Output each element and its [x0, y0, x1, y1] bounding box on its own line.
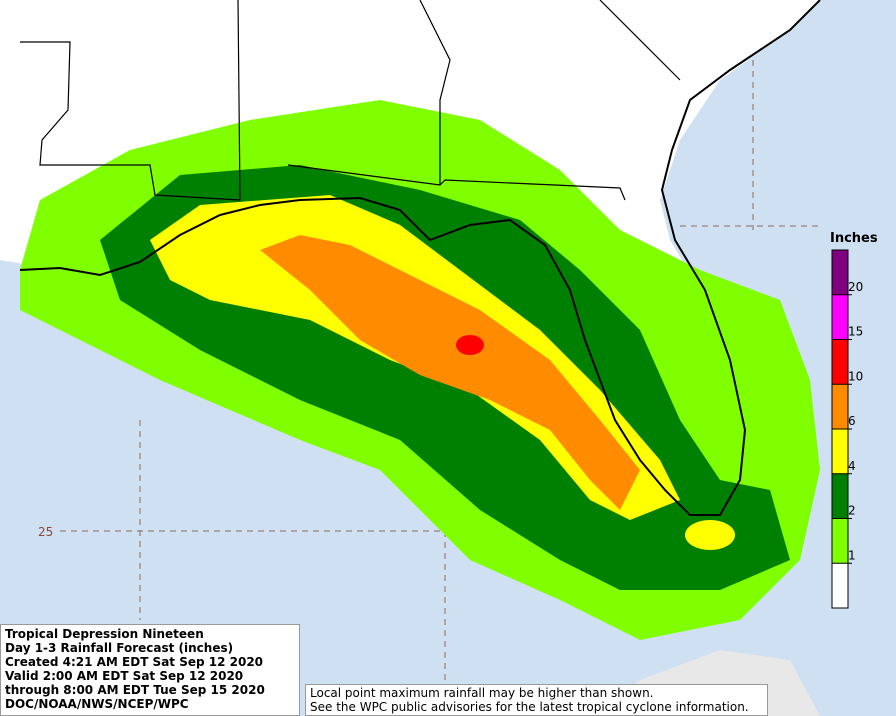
legend-label: 4	[848, 459, 856, 473]
note-line: See the WPC public advisories for the la…	[310, 700, 749, 714]
info-box: Tropical Depression Nineteen Day 1-3 Rain…	[0, 624, 300, 716]
legend-label: 1	[848, 548, 856, 562]
legend-swatch	[832, 563, 848, 608]
info-line: through 8:00 AM EDT Tue Sep 15 2020	[5, 683, 265, 697]
legend-title: Inches	[830, 231, 878, 246]
info-line: Tropical Depression Nineteen	[5, 627, 204, 641]
legend-swatch	[832, 429, 848, 474]
note-line: Local point maximum rainfall may be high…	[310, 686, 654, 700]
legend-swatch	[832, 250, 848, 295]
rain-6-10	[260, 235, 640, 510]
info-line: DOC/NOAA/NWS/NCEP/WPC	[5, 697, 189, 711]
legend-label: 20	[848, 280, 863, 294]
legend-label: 10	[848, 369, 863, 383]
legend-swatch	[832, 473, 848, 519]
boundaries	[19, 0, 821, 516]
note-box: Local point maximum rainfall may be high…	[305, 684, 768, 716]
lat-label: 25	[38, 525, 53, 539]
rain-10-15	[456, 335, 484, 355]
info-line: Valid 2:00 AM EDT Sat Sep 12 2020	[5, 669, 244, 683]
rain-4-6	[685, 520, 735, 550]
legend-swatch	[832, 339, 848, 385]
legend-label: 15	[848, 325, 863, 339]
legend-swatch	[832, 518, 848, 564]
legend-swatch	[832, 384, 848, 429]
legend-label: 2	[848, 504, 856, 518]
info-line: Day 1-3 Rainfall Forecast (inches)	[5, 641, 234, 655]
legend-swatch	[832, 294, 848, 340]
graticule	[60, 60, 820, 716]
info-line: Created 4:21 AM EDT Sat Sep 12 2020	[5, 655, 264, 669]
legend-label: 6	[848, 414, 856, 428]
